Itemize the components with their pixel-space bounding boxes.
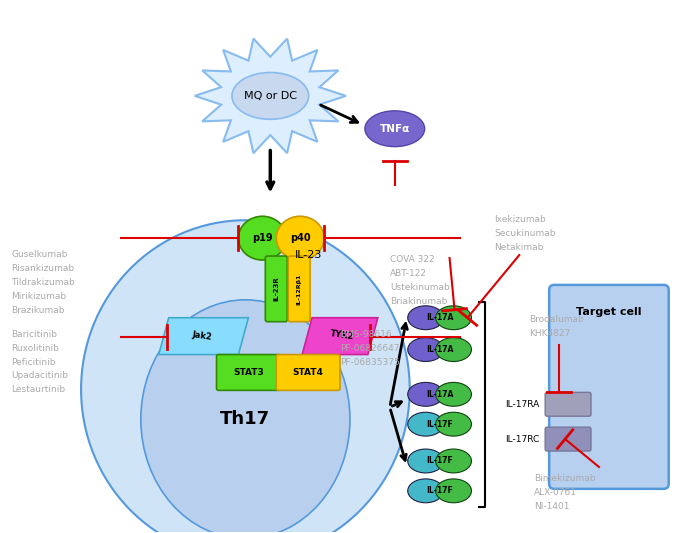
Ellipse shape <box>238 216 286 260</box>
Text: Brazikumab: Brazikumab <box>12 306 65 315</box>
Text: Upadacitinib: Upadacitinib <box>12 372 68 381</box>
Text: Ruxolitinib: Ruxolitinib <box>12 344 59 353</box>
Ellipse shape <box>408 306 444 330</box>
Text: IL-17A: IL-17A <box>426 345 453 354</box>
Text: BMS-98616: BMS-98616 <box>340 330 392 338</box>
Text: ABT-122: ABT-122 <box>390 269 427 278</box>
Ellipse shape <box>408 337 444 361</box>
Text: Lestaurtinib: Lestaurtinib <box>12 385 66 394</box>
FancyBboxPatch shape <box>216 354 280 390</box>
Text: p40: p40 <box>290 233 310 243</box>
Text: ALX-0761: ALX-0761 <box>534 488 577 497</box>
Text: p19: p19 <box>252 233 273 243</box>
Text: IL-17F: IL-17F <box>426 486 453 495</box>
FancyBboxPatch shape <box>265 256 287 322</box>
Polygon shape <box>195 38 346 153</box>
Text: Bimekizumab: Bimekizumab <box>534 474 596 483</box>
Text: TNFα: TNFα <box>379 124 410 134</box>
Text: IL-23: IL-23 <box>295 250 323 260</box>
Text: IL-12Rβ1: IL-12Rβ1 <box>297 273 301 305</box>
Ellipse shape <box>436 337 471 361</box>
Text: Baricitinib: Baricitinib <box>12 330 58 338</box>
Text: RORγt: RORγt <box>223 377 267 391</box>
Text: Brodalumab: Brodalumab <box>530 315 584 324</box>
Text: IL-23R: IL-23R <box>273 277 279 301</box>
Text: Netakimab: Netakimab <box>495 243 544 252</box>
Text: Mirikizumab: Mirikizumab <box>12 292 66 301</box>
Text: MQ or DC: MQ or DC <box>244 91 297 101</box>
Text: Tildrakizumab: Tildrakizumab <box>12 278 75 287</box>
Text: PF-06826647: PF-06826647 <box>340 344 399 353</box>
Text: STAT4: STAT4 <box>292 368 323 377</box>
Text: IL-17RA: IL-17RA <box>505 400 539 409</box>
Polygon shape <box>302 318 378 354</box>
Ellipse shape <box>436 306 471 330</box>
Text: Risankizumab: Risankizumab <box>12 264 75 273</box>
Ellipse shape <box>365 111 425 147</box>
Text: KHK4827: KHK4827 <box>530 329 571 338</box>
FancyBboxPatch shape <box>545 392 591 416</box>
Text: NI-1401: NI-1401 <box>534 502 570 511</box>
Text: Jak2: Jak2 <box>192 330 213 342</box>
FancyBboxPatch shape <box>549 285 669 489</box>
Ellipse shape <box>232 72 309 119</box>
Text: Th17: Th17 <box>221 410 271 428</box>
Text: Guselkumab: Guselkumab <box>12 250 68 259</box>
FancyBboxPatch shape <box>545 427 591 451</box>
Ellipse shape <box>436 479 471 503</box>
Text: IL-17A: IL-17A <box>426 313 453 322</box>
Ellipse shape <box>81 220 410 533</box>
Ellipse shape <box>436 412 471 436</box>
Ellipse shape <box>141 300 350 533</box>
Ellipse shape <box>436 382 471 406</box>
Text: COVA 322: COVA 322 <box>390 255 434 264</box>
Text: IL-17F: IL-17F <box>426 456 453 465</box>
Ellipse shape <box>408 479 444 503</box>
Text: Secukinumab: Secukinumab <box>495 229 556 238</box>
Ellipse shape <box>436 449 471 473</box>
Text: IL-17F: IL-17F <box>426 419 453 429</box>
Text: Target cell: Target cell <box>576 307 642 317</box>
Text: PF-06835375: PF-06835375 <box>340 358 400 367</box>
Ellipse shape <box>408 382 444 406</box>
FancyBboxPatch shape <box>288 256 310 322</box>
Text: Ustekinumab: Ustekinumab <box>390 283 449 292</box>
Ellipse shape <box>276 216 324 260</box>
Text: Ixekizumab: Ixekizumab <box>495 215 546 224</box>
Text: STAT3: STAT3 <box>233 368 264 377</box>
Ellipse shape <box>408 449 444 473</box>
Ellipse shape <box>408 412 444 436</box>
FancyBboxPatch shape <box>276 354 340 390</box>
Polygon shape <box>159 318 249 354</box>
Text: IL-17A: IL-17A <box>426 390 453 399</box>
Text: Briakinumab: Briakinumab <box>390 297 447 306</box>
Text: Peficitinib: Peficitinib <box>12 358 56 367</box>
Text: IL-17RC: IL-17RC <box>505 434 539 443</box>
Text: TYK2: TYK2 <box>329 329 355 342</box>
